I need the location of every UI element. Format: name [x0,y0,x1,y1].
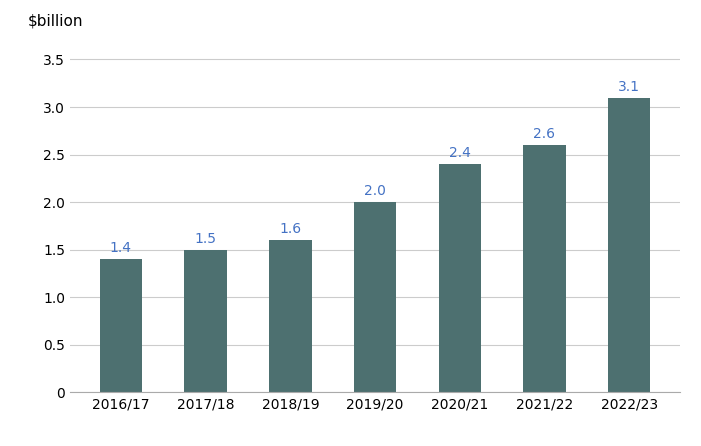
Text: $billion: $billion [27,13,83,29]
Text: 2.0: 2.0 [364,184,386,198]
Bar [523,145,566,392]
Text: 2.4: 2.4 [449,146,470,160]
Text: 1.4: 1.4 [110,241,132,256]
Bar [269,240,311,392]
Text: 3.1: 3.1 [618,80,640,94]
Bar [100,259,142,392]
Text: 1.5: 1.5 [195,232,217,246]
Bar [608,98,651,392]
Text: 1.6: 1.6 [279,223,301,236]
Bar [439,164,481,392]
Bar [354,202,396,392]
Text: 2.6: 2.6 [533,127,555,141]
Bar [184,250,227,392]
